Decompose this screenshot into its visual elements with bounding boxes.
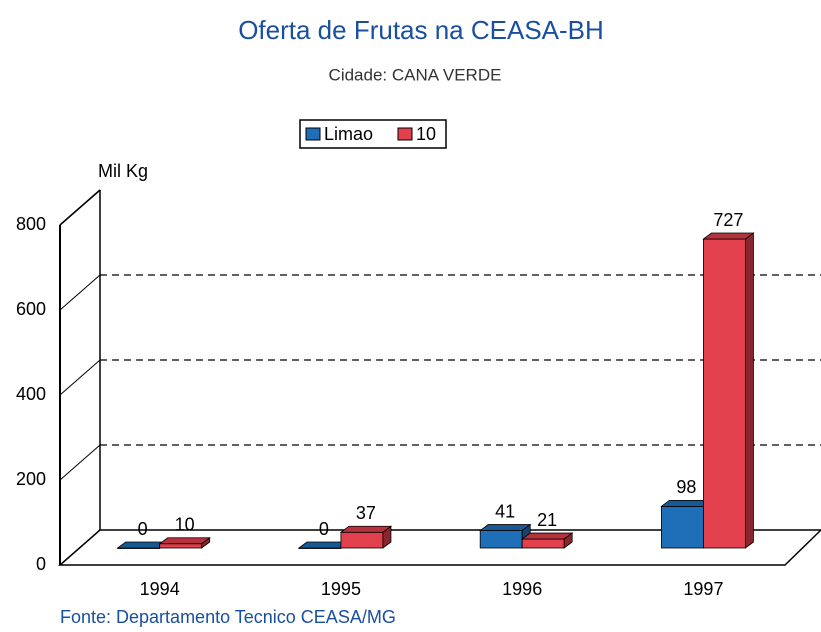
bar-top (478, 524, 532, 531)
bar-side (201, 536, 211, 549)
data-label: 98 (676, 477, 696, 497)
source: Fonte: Departamento Tecnico CEASA/MG (60, 607, 396, 627)
x-tick-label: 1995 (321, 579, 361, 599)
tick-mark (59, 529, 101, 566)
data-label: 0 (319, 519, 329, 539)
y-tick-label: 600 (16, 299, 46, 319)
bar-top (520, 532, 574, 540)
bar (479, 530, 523, 549)
tick-mark (59, 444, 101, 481)
tick-mark (59, 359, 101, 396)
bar-top (702, 232, 755, 240)
chart-subtitle: Cidade: CANA VERDE (329, 65, 502, 84)
bar-top (339, 525, 393, 533)
data-label: 10 (175, 515, 195, 535)
bar-side (745, 232, 754, 549)
data-label: 41 (495, 501, 515, 521)
tick-mark (59, 274, 101, 311)
bar-side (382, 525, 392, 549)
bar-side (563, 532, 573, 549)
legend-label: Limao (324, 124, 373, 144)
bar (521, 538, 565, 549)
y-tick-label: 200 (16, 469, 46, 489)
x-tick-label: 1994 (140, 579, 180, 599)
legend-box (299, 119, 447, 149)
legend-swatch (397, 127, 413, 141)
y-tick-label: 0 (36, 554, 46, 574)
bar (159, 543, 203, 549)
legend-label: 10 (416, 124, 436, 144)
legend-swatch (305, 127, 321, 141)
bar (340, 531, 384, 549)
y-axis-label: Mil Kg (98, 161, 148, 181)
chart-title: Oferta de Frutas na CEASA-BH (238, 15, 604, 45)
y-tick-label: 800 (16, 214, 46, 234)
x-tick-label: 1997 (683, 579, 723, 599)
data-label: 37 (356, 503, 376, 523)
data-label: 0 (138, 519, 148, 539)
bar (703, 238, 746, 549)
data-label: 21 (537, 510, 557, 530)
data-label: 727 (713, 210, 743, 230)
x-tick-label: 1996 (502, 579, 542, 599)
bar-top (158, 537, 211, 545)
tick-mark (59, 189, 101, 226)
y-tick-label: 400 (16, 384, 46, 404)
bar (661, 505, 704, 549)
